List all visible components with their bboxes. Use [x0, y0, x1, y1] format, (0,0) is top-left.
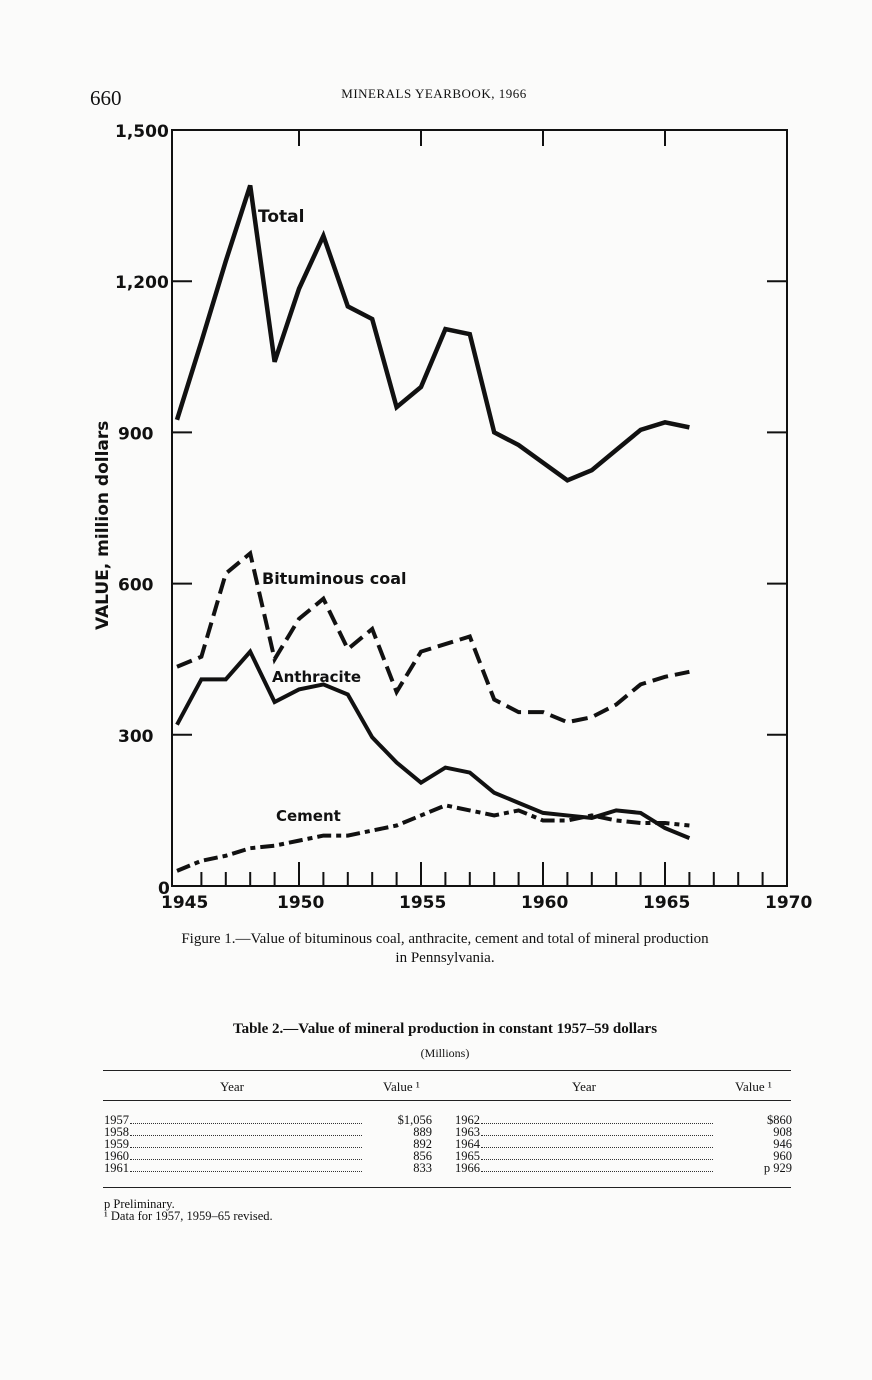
- year-cell: 1960: [104, 1149, 129, 1163]
- rule: [103, 1187, 791, 1188]
- series-label-anthracite: Anthracite: [272, 668, 361, 686]
- table-row: 1962 $860: [455, 1113, 792, 1127]
- x-tick-label: 1960: [521, 893, 568, 913]
- table-title: Table 2.—Value of mineral production in …: [232, 1021, 658, 1037]
- dot-leader: [130, 1147, 362, 1148]
- dot-leader: [130, 1123, 362, 1124]
- table-row: 1960 856: [104, 1149, 432, 1163]
- x-tick-label: 1950: [277, 893, 324, 913]
- y-tick-label: 600: [118, 576, 154, 596]
- year-cell: 1965: [455, 1149, 480, 1163]
- year-cell: 1959: [104, 1137, 129, 1151]
- axis-ticks: [172, 130, 787, 886]
- value-cell: 946: [773, 1137, 792, 1151]
- value-cell: 908: [773, 1125, 792, 1139]
- value-cell: $1,056: [397, 1113, 432, 1127]
- table-subtitle: (Millions): [420, 1046, 470, 1060]
- table-row: 1963 908: [455, 1125, 792, 1139]
- series-lines: [174, 184, 691, 873]
- value-cell: 960: [773, 1149, 792, 1163]
- table-row: 1958 889: [104, 1125, 432, 1139]
- running-head: MINERALS YEARBOOK, 1966: [341, 86, 527, 101]
- value-cell: $860: [767, 1113, 792, 1127]
- table-row: 1964 946: [455, 1137, 792, 1151]
- dot-leader: [481, 1147, 713, 1148]
- series-line-bituminous-coal: [176, 549, 690, 725]
- value-cell: 833: [413, 1161, 432, 1175]
- table-row: 1966 p 929: [455, 1161, 792, 1175]
- plot-frame: [171, 129, 788, 887]
- footnote: ¹ Data for 1957, 1959–65 revised.: [104, 1209, 273, 1223]
- col-header-value: Value ¹: [735, 1079, 772, 1094]
- value-cell: 892: [413, 1137, 432, 1151]
- y-tick-label: 1,500: [115, 122, 169, 142]
- col-header-value: Value ¹: [383, 1079, 420, 1094]
- tick-labels: 1945 1950 1955 1960 1965 1970 0 300 600 900 1,200 1…: [115, 122, 812, 913]
- col-header-year: Year: [220, 1079, 244, 1094]
- dot-leader: [130, 1159, 362, 1160]
- year-cell: 1962: [455, 1113, 480, 1127]
- dot-leader: [481, 1159, 713, 1160]
- dot-leader: [130, 1171, 362, 1172]
- dot-leader: [481, 1171, 713, 1172]
- caption-line: in Pennsylvania.: [395, 950, 495, 966]
- dot-leader: [481, 1123, 713, 1124]
- year-cell: 1957: [104, 1113, 129, 1127]
- x-tick-label: 1955: [399, 893, 446, 913]
- x-tick-label: 1945: [161, 893, 208, 913]
- year-cell: 1958: [104, 1125, 129, 1139]
- series-line-total: [174, 184, 690, 483]
- year-cell: 1961: [104, 1161, 129, 1175]
- y-tick-label: 900: [118, 424, 154, 444]
- year-cell: 1963: [455, 1125, 480, 1139]
- series-line-cement: [176, 803, 690, 873]
- dot-leader: [481, 1135, 713, 1136]
- page-number: 660: [90, 86, 122, 110]
- table-row: 1961 833: [104, 1161, 432, 1175]
- table-row: 1957 $1,056: [104, 1113, 432, 1127]
- value-cell: 856: [413, 1149, 432, 1163]
- series-line-anthracite: [175, 648, 691, 840]
- dot-leader: [130, 1135, 362, 1136]
- caption-line: Figure 1.—Value of bituminous coal, anth…: [181, 931, 709, 947]
- table-row: 1965 960: [455, 1149, 792, 1163]
- value-cell: p 929: [763, 1161, 792, 1175]
- rule: [103, 1100, 791, 1101]
- plot-border: [171, 129, 788, 887]
- year-cell: 1964: [455, 1137, 480, 1151]
- y-tick-label: 1,200: [115, 273, 169, 293]
- series-label-bituminous: Bituminous coal: [262, 569, 407, 588]
- year-cell: 1966: [455, 1161, 480, 1175]
- value-cell: 889: [413, 1125, 432, 1139]
- x-tick-label: 1965: [643, 893, 690, 913]
- series-label-total: Total: [258, 207, 304, 227]
- footnote: p Preliminary.: [104, 1197, 175, 1211]
- rule: [103, 1070, 791, 1071]
- y-axis-label: VALUE, million dollars: [93, 421, 113, 630]
- series-label-cement: Cement: [276, 807, 341, 825]
- table-row: 1959 892: [104, 1137, 432, 1151]
- line-chart: 1945 1950 1955 1960 1965 1970 0 300 600 900 1,200 1…: [93, 122, 812, 913]
- col-header-year: Year: [572, 1079, 596, 1094]
- y-tick-label: 0: [158, 879, 170, 899]
- x-tick-label: 1970: [765, 893, 812, 913]
- y-tick-label: 300: [118, 727, 154, 747]
- figure-caption: Figure 1.—Value of bituminous coal, anth…: [100, 930, 790, 968]
